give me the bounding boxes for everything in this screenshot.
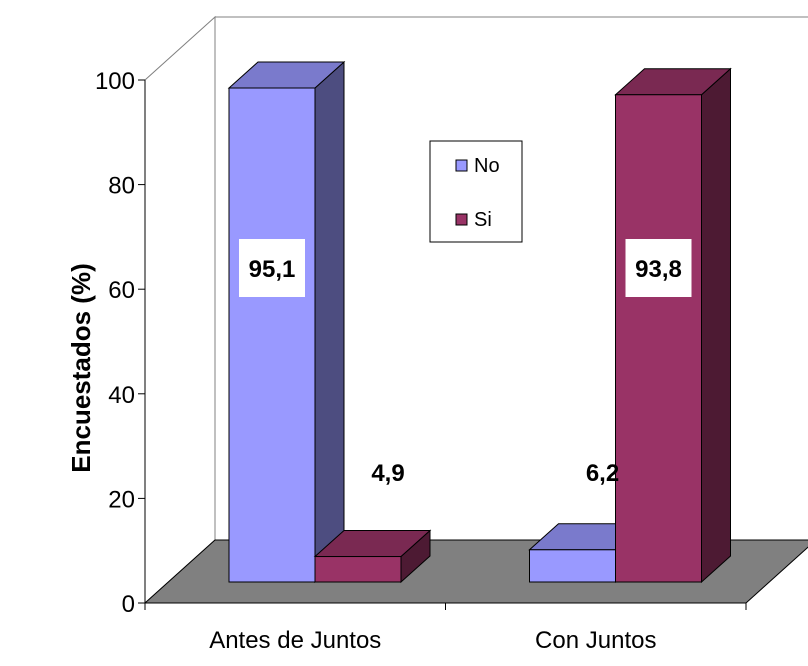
data-label-box <box>239 239 305 297</box>
y-tick-label: 20 <box>108 486 135 513</box>
legend-swatch-no <box>455 159 468 172</box>
bar-si-1 <box>614 67 732 584</box>
y-tick-label: 60 <box>108 277 135 304</box>
x-category-label: Antes de Juntos <box>209 627 381 654</box>
y-axis: 0 20 40 60 80 100 <box>95 68 146 618</box>
legend-label-no: No <box>474 155 500 177</box>
bar-front <box>529 549 616 583</box>
side-wall <box>144 15 216 605</box>
y-tick-label: 40 <box>108 382 135 409</box>
bar-front <box>615 94 702 583</box>
legend-label-si: Si <box>474 209 492 231</box>
y-tick-label: 0 <box>122 591 135 618</box>
data-label: 4,9 <box>371 460 404 487</box>
y-tick-label: 80 <box>108 173 135 200</box>
legend-swatch-si <box>455 213 468 226</box>
bar-no-0 <box>227 60 346 584</box>
data-label: 93,8 <box>635 256 682 283</box>
bar-front <box>314 556 402 583</box>
data-label: 6,2 <box>586 460 619 487</box>
bar-si-0 <box>313 529 432 584</box>
data-labels: 95,1 4,9 6,2 93,8 <box>239 239 692 487</box>
data-label-box <box>625 239 692 297</box>
data-label: 95,1 <box>249 256 296 283</box>
x-category-label: Con Juntos <box>535 627 656 654</box>
y-axis-title: Encuestados (%) <box>66 263 96 473</box>
bars <box>227 60 732 584</box>
bar-side <box>701 67 731 584</box>
legend-box <box>429 140 523 243</box>
y-tick-label: 100 <box>95 68 135 95</box>
bar-side <box>314 60 345 584</box>
x-axis: Antes de Juntos Con Juntos <box>144 602 747 654</box>
legend: No Si <box>429 140 523 243</box>
bar-front <box>228 87 316 583</box>
